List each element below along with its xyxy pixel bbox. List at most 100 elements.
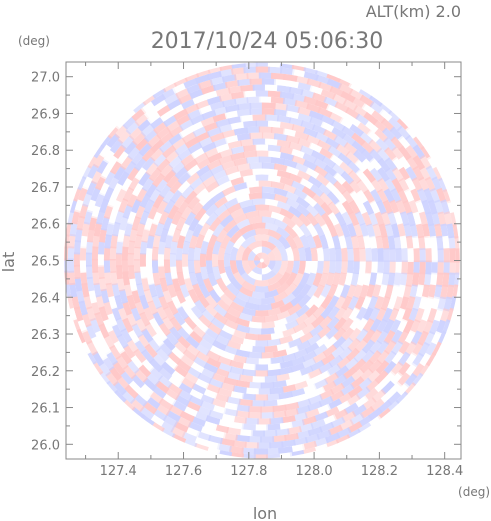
radar-cell — [103, 246, 111, 261]
radar-cell — [356, 200, 368, 216]
radar-cell — [396, 284, 406, 300]
radar-cell — [308, 142, 324, 154]
radar-cell — [82, 191, 93, 208]
radar-cell — [192, 182, 207, 196]
radar-cell — [249, 108, 264, 115]
radar-cell — [355, 317, 369, 333]
radar-cell — [139, 253, 147, 267]
radar-cell — [73, 240, 81, 255]
radar-cell — [413, 260, 420, 275]
radar-cell — [244, 441, 259, 449]
radar-cell — [253, 254, 261, 261]
radar-cell — [266, 369, 281, 377]
radar-cell — [388, 307, 400, 323]
radar-cell — [71, 294, 81, 310]
radar-cell — [257, 418, 272, 425]
radar-cell — [249, 102, 264, 109]
y-tick-label: 26.4 — [31, 291, 60, 306]
radar-cell — [298, 246, 306, 261]
radar-cell — [303, 67, 318, 75]
radar-cell — [122, 344, 136, 359]
radar-cell — [380, 380, 395, 395]
radar-cell — [249, 78, 264, 85]
radar-cell — [235, 193, 251, 204]
radar-cell — [133, 101, 147, 114]
radar-cell — [322, 247, 330, 262]
radar-cell — [398, 177, 410, 193]
radar-cell — [295, 312, 310, 325]
radar-cell — [122, 364, 137, 380]
radar-cell — [258, 72, 274, 79]
radar-cell — [88, 288, 98, 304]
radar-cell — [346, 222, 357, 238]
radar-cell — [182, 438, 198, 448]
radar-cell — [270, 96, 286, 105]
radar-cell — [177, 148, 193, 161]
radar-cell — [424, 296, 434, 312]
radar-field — [64, 62, 460, 459]
radar-cell — [149, 358, 163, 373]
radar-cell — [103, 334, 116, 350]
radar-cell — [333, 284, 345, 299]
radar-cell — [218, 148, 234, 159]
radar-cell — [192, 222, 204, 238]
radar-cell — [423, 187, 434, 204]
radar-cell — [218, 154, 234, 166]
radar-cell — [267, 62, 283, 68]
radar-cell — [334, 200, 348, 216]
radar-cell — [226, 371, 242, 381]
radar-cell — [143, 216, 154, 231]
radar-cell — [431, 341, 442, 356]
radar-cell — [237, 78, 252, 87]
radar-cell — [405, 295, 416, 311]
radar-cell — [223, 345, 239, 356]
radar-cell — [281, 439, 296, 448]
radar-cell — [106, 154, 120, 170]
radar-cell — [338, 272, 347, 287]
radar-cell — [397, 329, 410, 345]
radar-cell — [189, 361, 205, 374]
radar-cell — [235, 317, 250, 328]
radar-cell — [251, 315, 266, 323]
radar-cell — [176, 335, 191, 349]
radar-cell — [188, 271, 198, 286]
radar-cell — [365, 284, 376, 299]
radar-cell — [397, 340, 411, 356]
radar-cell — [212, 112, 228, 123]
radar-cell — [250, 400, 266, 407]
radar-cell — [132, 131, 147, 146]
radar-cell — [298, 365, 314, 377]
radar-cell — [207, 233, 218, 249]
radar-cell — [299, 223, 312, 238]
radar-cell — [307, 333, 322, 346]
radar-cell — [217, 449, 233, 457]
radar-cell — [94, 329, 106, 345]
radar-cell — [379, 390, 394, 405]
radar-cell — [73, 187, 82, 202]
radar-cell — [292, 436, 309, 446]
radar-cell — [410, 330, 423, 346]
radar-cell — [261, 240, 277, 251]
radar-cell — [369, 272, 378, 287]
radar-cell — [309, 116, 325, 128]
radar-cell — [423, 272, 432, 287]
radar-cell — [229, 334, 245, 345]
radar-cell — [454, 236, 460, 251]
radar-cell — [102, 148, 116, 164]
radar-cell — [223, 253, 231, 268]
radar-cell — [158, 265, 166, 280]
radar-cell — [244, 417, 259, 425]
radar-cell — [148, 390, 164, 404]
radar-cell — [409, 319, 421, 335]
radar-cell — [123, 283, 133, 298]
radar-cell — [156, 199, 169, 215]
radar-cell — [304, 260, 312, 275]
radar-cell — [369, 318, 382, 334]
radar-cell — [162, 216, 174, 231]
radar-cell — [315, 370, 331, 382]
radar-cell — [419, 154, 432, 170]
radar-cell — [83, 294, 93, 310]
radar-cell — [208, 185, 223, 198]
radar-cell — [333, 172, 347, 186]
radar-cell — [110, 233, 119, 249]
